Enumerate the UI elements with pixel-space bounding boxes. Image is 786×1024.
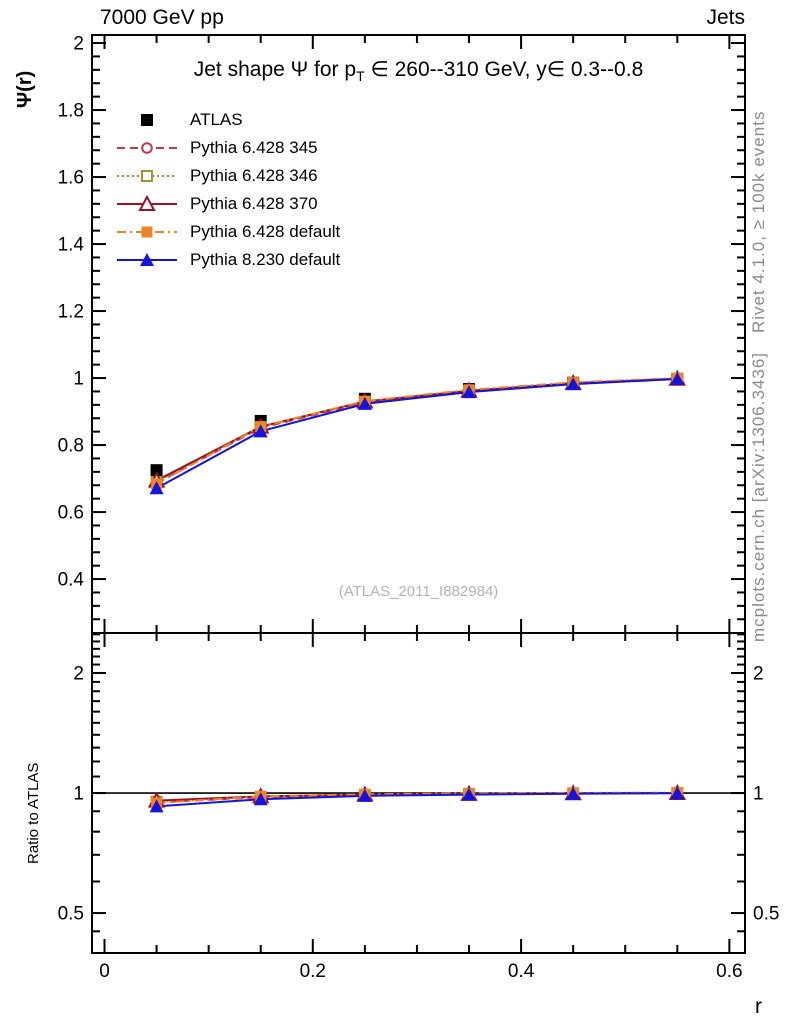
series-markers-pythia-6-428-346 [150, 372, 684, 488]
mcplots-arxiv-note: mcplots.cern.ch [arXiv:1306.3436] [749, 351, 768, 642]
y-ratio-tick-label-right: 2 [753, 664, 764, 685]
y-axis-label-ratio: Ratio to ATLAS [25, 762, 42, 864]
marker-filled-triangle [462, 385, 477, 399]
marker-filled-triangle [357, 788, 372, 802]
marker-open-circle [141, 142, 153, 154]
legend-swatch-open-triangle [117, 194, 177, 211]
marker-filled-triangle [149, 799, 164, 813]
series-markers-pythia-6-428-default [151, 372, 683, 490]
legend-swatch-filled-square [117, 226, 177, 238]
ratio-line-pythia-8-230-default [156, 792, 678, 808]
legend-label: ATLAS [190, 110, 243, 129]
analysis-id-watermark: (ATLAS_2011_I882984) [338, 583, 499, 600]
y-ratio-tick-label-right: 1 [753, 784, 764, 805]
x-axis-label: r [755, 995, 762, 1018]
series-line-pythia-6-428-default [156, 377, 678, 485]
y-main-tick-label: 0.8 [58, 436, 84, 457]
marker-filled-triangle [140, 253, 154, 266]
series-markers-pythia-6-428-370 [147, 369, 686, 488]
plot-title-pre: Jet shape Ψ for p [193, 58, 357, 81]
y-main-tick-label: 1.6 [58, 168, 84, 189]
y-ratio-tick-label-right: 0.5 [753, 904, 779, 925]
x-tick-label: 0.4 [508, 961, 535, 982]
series-line-pythia-8-230-default [156, 378, 678, 490]
y-ratio-tick-label-left: 1 [73, 784, 84, 805]
legend-swatch-filled-square [141, 114, 153, 126]
marker-filled-triangle [253, 424, 268, 438]
legend-swatch-open-circle [117, 142, 177, 154]
analysis-group-label: Jets [706, 6, 745, 29]
marker-filled-triangle [149, 481, 164, 495]
legend-item-atlas: ATLAS [116, 106, 340, 134]
y-main-tick-label: 1.2 [58, 302, 84, 323]
legend-swatch-filled-triangle [117, 253, 177, 266]
legend-item-pythia-6-428-345: Pythia 6.428 345 [116, 134, 340, 162]
legend-item-pythia-6-428-370: Pythia 6.428 370 [116, 190, 340, 218]
series-markers-atlas [150, 372, 684, 477]
y-main-tick-label: 0.4 [58, 570, 85, 591]
ratio-markers-pythia-6-428-370 [147, 783, 686, 808]
series-line-pythia-6-428-346 [156, 377, 678, 483]
legend-label: Pythia 6.428 345 [190, 138, 318, 157]
legend: ATLAS Pythia 6.428 345 Pythia 6.428 346 Pyt… [116, 106, 340, 274]
y-main-tick-label: 1.4 [58, 235, 85, 256]
y-main-tick-label: 1.8 [58, 101, 84, 122]
marker-filled-triangle [670, 372, 685, 386]
axis-tick-labels: 0.4 0.6 0.8 1 1.2 1.4 1.6 1.8 2 0.5 0.5 1 1 2 2 0 0.2 0.4… [58, 34, 780, 982]
marker-filled-triangle [357, 396, 372, 410]
axis-ticks [92, 35, 745, 953]
x-tick-label: 0.6 [716, 961, 742, 982]
marker-filled-square [150, 464, 163, 477]
y-main-tick-label: 1 [73, 369, 84, 390]
marker-open-triangle [138, 194, 156, 211]
series-markers-pythia-6-428-345 [150, 372, 684, 489]
series-line-pythia-6-428-370 [156, 377, 678, 482]
y-main-tick-label: 0.6 [58, 503, 84, 524]
marker-filled-triangle [670, 786, 685, 800]
y-axis-label-main: Ψ(r) [14, 70, 36, 108]
legend-item-pythia-8-230-default: Pythia 8.230 default [116, 246, 340, 274]
legend-label: Pythia 8.230 default [190, 250, 341, 269]
legend-item-pythia-6-428-default: Pythia 6.428 default [116, 218, 340, 246]
marker-filled-triangle [462, 787, 477, 801]
plot-title-post: ∈ 260--310 GeV, y∈ 0.3--0.8 [364, 58, 644, 81]
x-tick-label: 0 [99, 961, 110, 982]
series-line-pythia-6-428-345 [156, 377, 678, 484]
legend-label: Pythia 6.428 370 [190, 194, 318, 213]
series-markers-pythia-8-230-default [149, 372, 685, 495]
y-ratio-tick-label-left: 0.5 [58, 904, 84, 925]
ratio-markers-pythia-8-230-default [149, 786, 685, 813]
legend-swatch-open-square [117, 170, 177, 182]
marker-filled-triangle [566, 377, 581, 391]
marker-filled-triangle [566, 786, 581, 800]
legend-item-pythia-6-428-346: Pythia 6.428 346 [116, 162, 340, 190]
ratio-line-pythia-6-428-default [156, 791, 678, 805]
y-main-tick-label: 2 [73, 34, 84, 55]
plot-title-sub: T [356, 68, 365, 85]
marker-filled-triangle [253, 792, 268, 806]
plot-title: Jet shape Ψ for pT ∈ 260--310 GeV, y∈ 0.… [92, 57, 745, 84]
marker-filled-square [141, 226, 153, 238]
legend-label: Pythia 6.428 default [190, 222, 341, 241]
legend-label: Pythia 6.428 346 [190, 166, 318, 185]
x-tick-label: 0.2 [300, 961, 326, 982]
beam-energy-label: 7000 GeV pp [100, 6, 224, 29]
ratio-panel-series [147, 783, 686, 813]
rivet-version-note: Rivet 4.1.0, ≥ 100k events [749, 110, 768, 333]
y-ratio-tick-label-left: 2 [73, 664, 84, 685]
marker-filled-square [141, 114, 153, 126]
main-panel-series [147, 369, 686, 495]
marker-open-square [141, 170, 153, 182]
